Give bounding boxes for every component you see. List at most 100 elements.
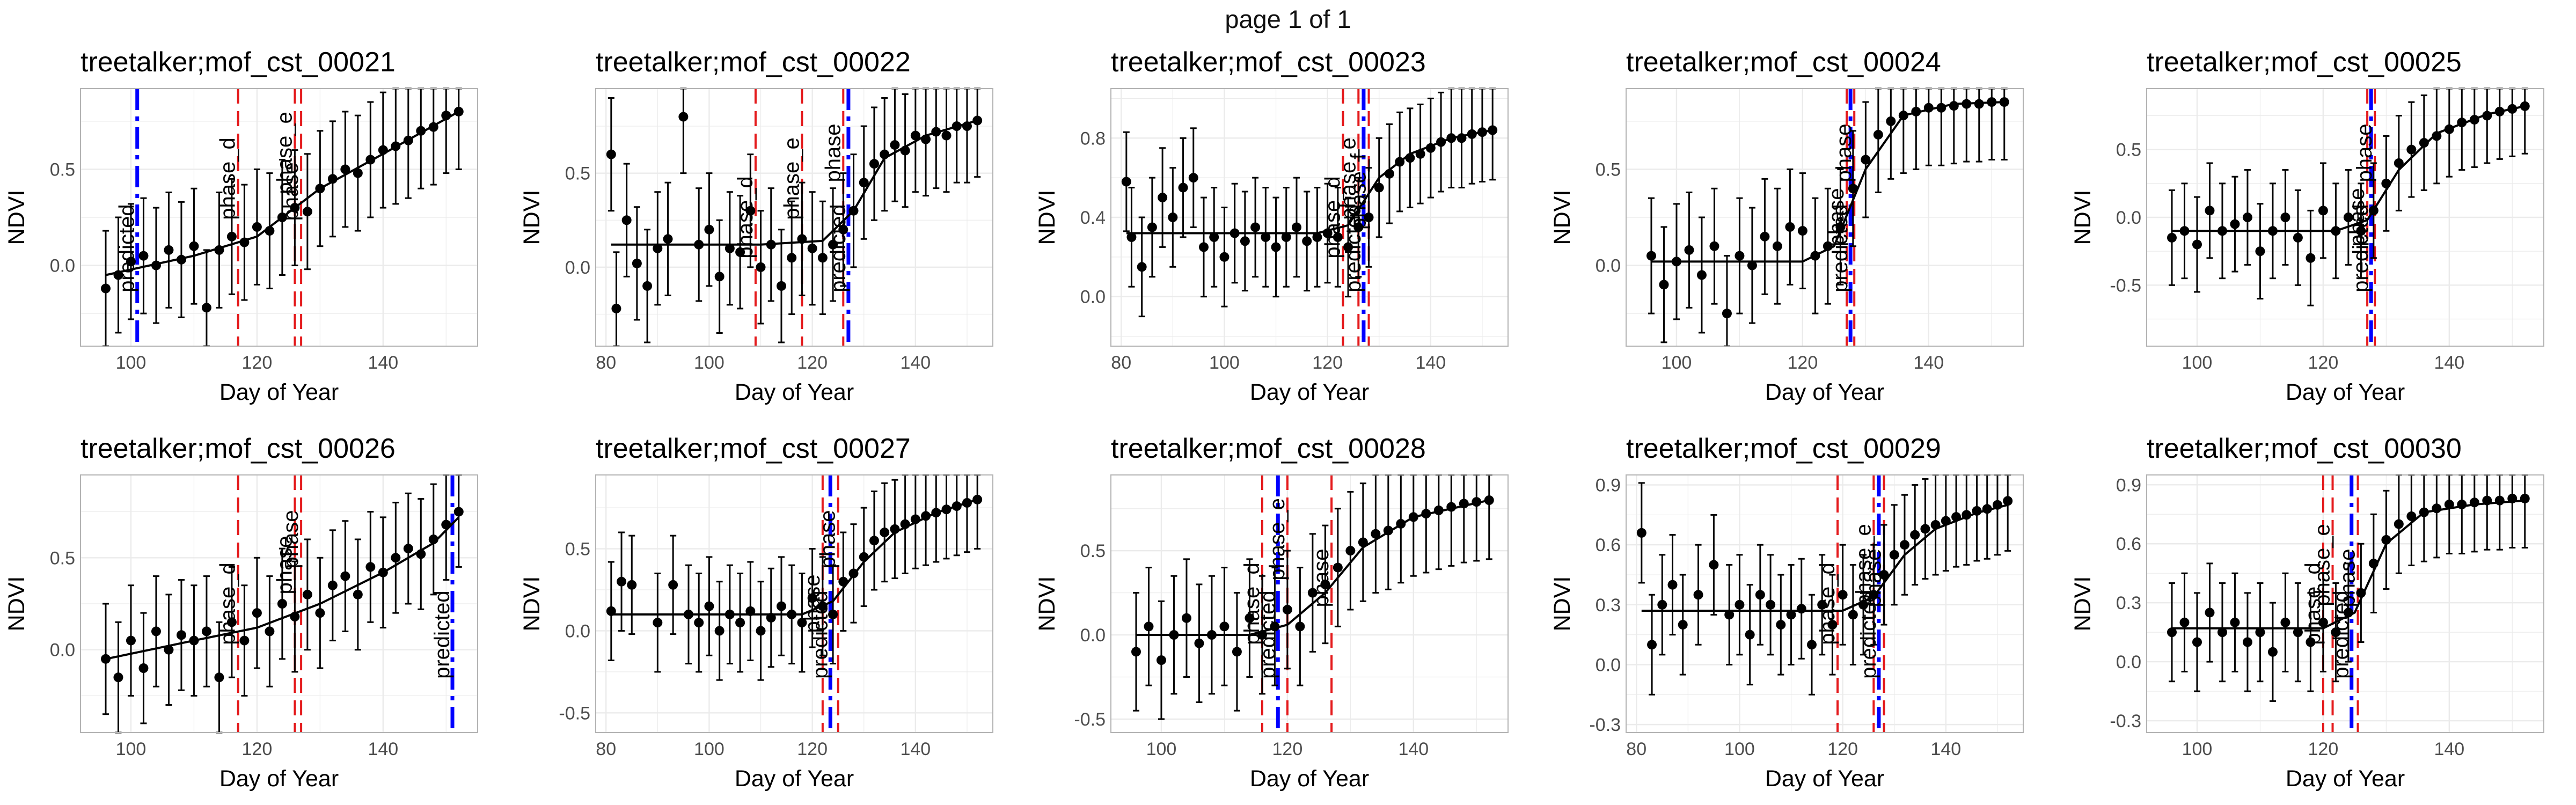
data-point xyxy=(1126,232,1137,242)
phase-line-label: phase_e xyxy=(780,137,803,219)
data-point xyxy=(745,206,756,216)
data-point xyxy=(1930,520,1941,530)
data-point xyxy=(2368,558,2379,568)
panel-border xyxy=(80,474,478,733)
data-point xyxy=(1873,129,1883,140)
y-axis-title: NDVI xyxy=(1549,576,1575,632)
data-point xyxy=(1941,516,1951,526)
x-tick-label: 140 xyxy=(368,353,398,373)
y-tick-label: 0.0 xyxy=(2116,652,2141,672)
data-point xyxy=(941,130,952,141)
data-point xyxy=(2205,608,2215,618)
data-point xyxy=(100,654,111,664)
data-point xyxy=(735,247,745,257)
data-point xyxy=(2394,519,2404,529)
data-point xyxy=(2331,627,2341,638)
data-point xyxy=(290,612,300,621)
data-point xyxy=(403,544,413,554)
data-point xyxy=(931,127,941,137)
data-point xyxy=(910,130,920,141)
predicted-line-label: predicted xyxy=(1857,590,1880,679)
data-point xyxy=(1709,560,1719,570)
data-point xyxy=(441,111,451,121)
data-point xyxy=(807,243,817,253)
data-point xyxy=(1156,655,1166,665)
data-point xyxy=(2444,124,2454,134)
data-point xyxy=(1181,613,1191,623)
data-point xyxy=(1709,241,1719,251)
data-point xyxy=(2520,493,2530,503)
page-title: page 1 of 1 xyxy=(1225,5,1351,33)
phase-line-label: phase xyxy=(1825,188,1848,247)
data-point xyxy=(2432,131,2442,141)
chart-title: treetalker;mof_cst_00024 xyxy=(1626,47,1941,78)
data-point xyxy=(1987,97,1997,107)
data-point xyxy=(378,567,388,577)
data-point xyxy=(1371,529,1381,539)
data-point xyxy=(1693,590,1703,600)
data-point xyxy=(1848,184,1858,194)
data-point xyxy=(2469,497,2479,508)
data-point xyxy=(1446,133,1457,143)
data-point xyxy=(1206,630,1217,640)
data-point xyxy=(391,553,401,563)
phase-line-label: phase xyxy=(1832,124,1856,182)
phase-line-label: phase_d xyxy=(1816,562,1839,645)
data-point xyxy=(1760,231,1770,241)
y-axis-title: NDVI xyxy=(1034,190,1060,245)
data-point xyxy=(1209,232,1219,242)
data-point xyxy=(900,519,910,529)
facet-panel: 80 100 120 140 -0.5 0.0 0.5 Day of Year NDVI tree… xyxy=(519,433,993,792)
facet-panel: 80 100 120 140 0.0 0.5 Day of Year NDVI treetalk… xyxy=(519,47,993,405)
data-point xyxy=(617,576,627,587)
facet-panel: 100 120 140 -0.5 0.0 0.5 Day of Year NDVI treeta… xyxy=(2070,47,2544,405)
facet-panel: 100 120 140 0.0 0.5 Day of Year NDVI treetalker… xyxy=(1549,47,2024,405)
data-point xyxy=(189,635,199,646)
data-point xyxy=(214,672,224,683)
data-point xyxy=(797,618,807,628)
phase-line-label: phase_d xyxy=(1240,562,1264,645)
data-point xyxy=(1405,153,1415,163)
data-point xyxy=(1823,241,1833,251)
facet-panel: 100 120 140 0.0 0.5 Day of Year NDVI treetalker… xyxy=(4,433,478,792)
data-point xyxy=(1147,222,1157,232)
data-point xyxy=(807,593,817,603)
data-point xyxy=(265,226,275,236)
phase-line-label: phase xyxy=(2345,188,2369,247)
data-point xyxy=(1295,621,1305,632)
x-tick-label: 120 xyxy=(2308,353,2339,373)
data-point xyxy=(1230,228,1240,238)
data-point xyxy=(365,562,376,572)
y-tick-label: 0.4 xyxy=(1080,208,1106,228)
data-point xyxy=(1312,232,1322,242)
data-point xyxy=(1949,101,1959,111)
x-tick-label: 120 xyxy=(797,353,828,373)
x-tick-label: 120 xyxy=(797,739,828,759)
data-point xyxy=(776,601,786,611)
data-point xyxy=(1169,630,1179,640)
predicted-line-label: predicted xyxy=(430,590,454,679)
x-tick-label: 140 xyxy=(2434,739,2464,759)
data-point xyxy=(1962,510,1972,520)
data-point xyxy=(1667,580,1678,590)
data-point xyxy=(1353,222,1364,232)
x-axis-title: Day of Year xyxy=(2286,379,2405,405)
data-point xyxy=(1131,647,1141,657)
chart-title: treetalker;mof_cst_00030 xyxy=(2147,433,2462,464)
data-point xyxy=(663,234,673,244)
data-point xyxy=(126,635,136,646)
x-axis-title: Day of Year xyxy=(735,766,854,792)
data-point xyxy=(2293,232,2303,243)
phase-line-label: phase xyxy=(279,163,303,221)
data-point xyxy=(1647,640,1657,650)
data-point xyxy=(189,241,199,251)
facet-panel: 100 120 140 -0.3 0.0 0.3 0.6 0.9 Day of Year NDVI… xyxy=(2070,433,2544,792)
phase-line-label: phase xyxy=(821,124,845,182)
data-point xyxy=(252,608,262,618)
data-point xyxy=(1121,177,1131,187)
data-point xyxy=(606,149,616,159)
data-point xyxy=(627,580,637,590)
x-tick-label: 120 xyxy=(1788,353,1818,373)
data-point xyxy=(1137,262,1147,272)
y-axis-title: NDVI xyxy=(2070,190,2096,245)
